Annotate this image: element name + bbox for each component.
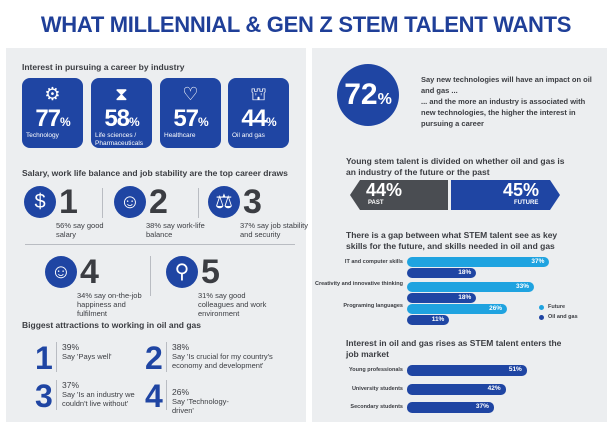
- jobmarket-label: University students: [351, 386, 403, 392]
- attraction-text: Say 'Is an industry we couldn't live wit…: [62, 390, 135, 408]
- attraction-text: Say 'Is crucial for my country's economy…: [172, 352, 273, 370]
- draw-text: 31% say good colleagues and work environ…: [198, 291, 267, 318]
- skill-label: Programing languages: [343, 303, 403, 309]
- legend-oilgas-dot: [539, 315, 544, 320]
- past-value: 44%: [366, 180, 403, 200]
- desk-lamp-icon: ⚲: [166, 256, 198, 288]
- attraction-pct: 37%: [62, 380, 80, 390]
- attraction-rank: 4: [145, 378, 163, 414]
- divided-heading: Young stem talent is divided on whether …: [346, 156, 565, 177]
- tile-unit: %: [129, 115, 140, 129]
- skill-bar-oil-and-gas: 18%: [407, 268, 477, 278]
- hand-heart-icon: ♡: [182, 84, 199, 104]
- future-value: 45%: [503, 180, 540, 200]
- skill-bar-oil-and-gas: 11%: [407, 315, 450, 325]
- attraction-pct: 39%: [62, 342, 80, 352]
- tile-unit: %: [198, 115, 209, 129]
- divider: [166, 380, 167, 410]
- divider: [166, 342, 167, 372]
- tile-value: 44%: [228, 105, 289, 133]
- attraction-rank: 2: [145, 340, 163, 376]
- tile-value: 58%: [91, 105, 152, 133]
- attraction-rank: 1: [35, 340, 53, 376]
- tile-number: 57: [173, 105, 199, 132]
- draw-rank: 1: [59, 183, 78, 221]
- divider: [102, 188, 103, 218]
- draw-rank: 3: [243, 183, 262, 221]
- tech-value: 72: [344, 78, 378, 111]
- past-label: PAST: [368, 200, 384, 206]
- tile-label: Oil and gas: [232, 132, 265, 139]
- industry-heading: Interest in pursuing a career by industr…: [22, 62, 185, 72]
- tile-number: 77: [35, 105, 61, 132]
- attraction-text: Say 'Technology-driven': [172, 397, 229, 415]
- jobmarket-bar: 37%: [407, 402, 494, 413]
- divider: [56, 380, 57, 410]
- draw-rank: 5: [201, 253, 220, 291]
- divider: [198, 188, 199, 218]
- tech-unit: %: [377, 91, 392, 108]
- legend-oilgas: Oil and gas: [548, 314, 578, 320]
- circuit-icon: ⚙: [44, 84, 61, 104]
- page-title: WHAT MILLENNIAL & GEN Z STEM TALENT WANT…: [40, 12, 572, 37]
- industry-tile: ⚙ 77% Technology: [22, 78, 83, 148]
- refinery-icon: ⛫: [250, 84, 267, 104]
- tile-value: 77%: [22, 105, 83, 133]
- scales-icon: ⚖: [208, 186, 240, 218]
- industry-tile: ⛫ 44% Oil and gas: [228, 78, 289, 148]
- dollar-icon: $: [24, 186, 56, 218]
- attraction-text: Say 'Pays well': [62, 352, 112, 361]
- draw-rank: 4: [80, 253, 99, 291]
- divider: [150, 256, 151, 296]
- skills-heading: There is a gap between what STEM talent …: [346, 230, 558, 251]
- industry-tile: ♡ 57% Healthcare: [160, 78, 221, 148]
- skill-bar-future: 26%: [407, 304, 508, 314]
- jobmarket-label: Young professionals: [349, 367, 403, 373]
- draw-text: 37% say job stability and security: [240, 221, 308, 239]
- dna-icon: ⧗: [115, 84, 128, 104]
- tile-unit: %: [266, 115, 277, 129]
- jobmarket-bar: 42%: [407, 384, 506, 395]
- future-arrow: [451, 180, 560, 210]
- person-gear-icon: ☺: [114, 186, 146, 218]
- tile-label: Healthcare: [164, 132, 196, 139]
- skill-bar-future: 37%: [407, 257, 550, 267]
- skill-label: Creativity and innovative thinking: [314, 281, 403, 287]
- draw-text: 38% say work-life balance: [146, 221, 205, 239]
- tile-number: 58: [104, 105, 130, 132]
- draw-text: 56% say good salary: [56, 221, 104, 239]
- skill-bar-future: 33%: [407, 282, 535, 292]
- legend-future: Future: [548, 304, 566, 310]
- tile-unit: %: [60, 115, 71, 129]
- tech-text: Say new technologies will have an impact…: [421, 75, 592, 128]
- attractions-heading: Biggest attractions to working in oil an…: [22, 320, 201, 330]
- draw-rank: 2: [149, 183, 168, 221]
- past-arrow: [350, 180, 448, 210]
- jobmarket-bar: 51%: [407, 365, 527, 376]
- attraction-rank: 3: [35, 378, 53, 414]
- skill-label: IT and computer skills: [344, 259, 403, 265]
- smiley-icon: ☺: [45, 256, 77, 288]
- divider: [25, 244, 295, 245]
- divider: [56, 342, 57, 372]
- tile-value: 57%: [160, 105, 221, 133]
- tile-label: Technology: [26, 132, 59, 139]
- draws-heading: Salary, work life balance and job stabil…: [22, 168, 288, 178]
- future-label: FUTURE: [514, 200, 539, 206]
- skill-bar-oil-and-gas: 18%: [407, 293, 477, 303]
- tech-circle: 72%: [337, 64, 399, 126]
- jobmarket-label: Secondary students: [350, 404, 403, 410]
- legend-future-dot: [539, 305, 544, 310]
- attraction-pct: 38%: [172, 342, 190, 352]
- tile-number: 44: [241, 105, 267, 132]
- past-future-arrows: [350, 180, 560, 210]
- attraction-pct: 26%: [172, 387, 190, 397]
- industry-tile: ⧗ 58% Life sciences / Pharmaceuticals: [91, 78, 152, 148]
- draw-text: 34% say on-the-job happiness and fulfilm…: [77, 291, 142, 318]
- jobmarket-heading: Interest in oil and gas rises as STEM ta…: [346, 338, 562, 359]
- tile-label: Life sciences / Pharmaceuticals: [95, 132, 144, 147]
